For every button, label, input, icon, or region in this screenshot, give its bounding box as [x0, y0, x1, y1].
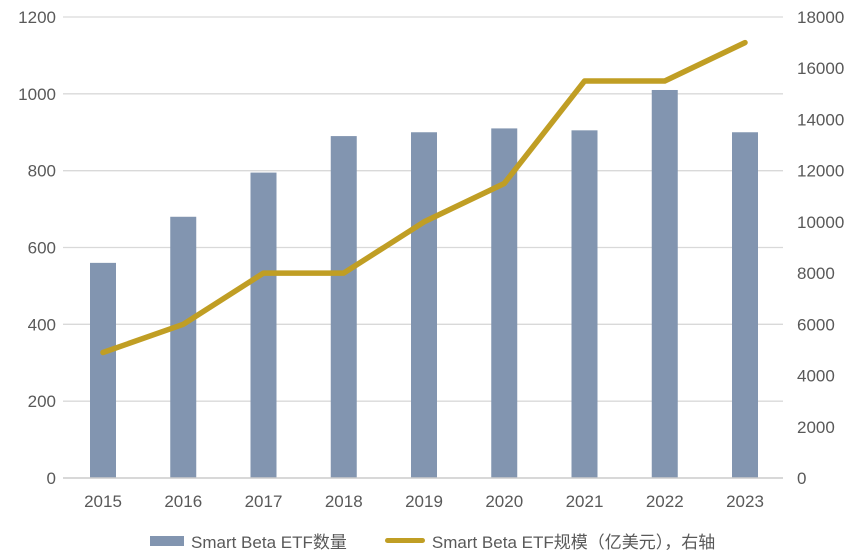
x-axis-tick-label: 2015: [84, 492, 122, 511]
bar-2015: [90, 262, 116, 478]
bar-2021: [571, 130, 598, 478]
x-axis-tick-label: 2021: [566, 492, 604, 511]
line-series-swatch-icon: [384, 538, 425, 543]
right-axis-tick-label: 2000: [797, 418, 835, 437]
right-axis-tick-label: 12000: [797, 162, 844, 181]
bar-series-swatch-icon: [150, 535, 184, 546]
legend-item-etf-scale: Smart Beta ETF规模（亿美元），右轴: [384, 528, 716, 553]
bar-2018: [330, 136, 357, 478]
right-axis-tick-label: 10000: [797, 213, 844, 232]
right-axis-tick-label: 6000: [797, 315, 835, 334]
x-axis-tick-label: 2020: [485, 492, 523, 511]
etf-scale-line: [100, 39, 748, 356]
right-axis-tick-label: 14000: [797, 110, 844, 129]
left-axis-tick-label: 1000: [18, 85, 56, 104]
right-axis-tick-label: 4000: [797, 367, 835, 386]
left-axis-tick-label: 0: [47, 469, 56, 488]
right-axis-tick-label: 18000: [797, 8, 844, 27]
x-axis-tick-label: 2022: [646, 492, 684, 511]
x-axis-tick-label: 2018: [325, 492, 363, 511]
x-axis-tick-label: 2023: [726, 492, 764, 511]
x-axis-tick-label: 2017: [245, 492, 283, 511]
right-axis-tick-label: 8000: [797, 264, 835, 283]
chart-legend: Smart Beta ETF数量 Smart Beta ETF规模（亿美元），右…: [150, 528, 715, 553]
left-axis-tick-label: 600: [28, 239, 56, 258]
legend-label-etf-scale: Smart Beta ETF规模（亿美元），右轴: [431, 533, 716, 552]
bar-2022: [651, 89, 678, 478]
x-axis-tick-label: 2016: [164, 492, 202, 511]
right-axis-tick-label: 0: [797, 469, 806, 488]
left-axis-tick-label: 1200: [18, 8, 56, 27]
left-axis-tick-label: 200: [28, 392, 56, 411]
legend-label-etf-count: Smart Beta ETF数量: [191, 533, 347, 552]
x-axis-tick-label: 2019: [405, 492, 443, 511]
bar-2019: [411, 132, 437, 478]
legend-item-etf-count: Smart Beta ETF数量: [150, 528, 347, 553]
bar-2016: [170, 216, 197, 478]
bar-2017: [250, 172, 277, 478]
bar-2023: [732, 132, 758, 478]
right-axis-tick-label: 16000: [797, 59, 844, 78]
left-axis-tick-label: 800: [28, 162, 56, 181]
left-axis-tick-label: 400: [28, 315, 56, 334]
